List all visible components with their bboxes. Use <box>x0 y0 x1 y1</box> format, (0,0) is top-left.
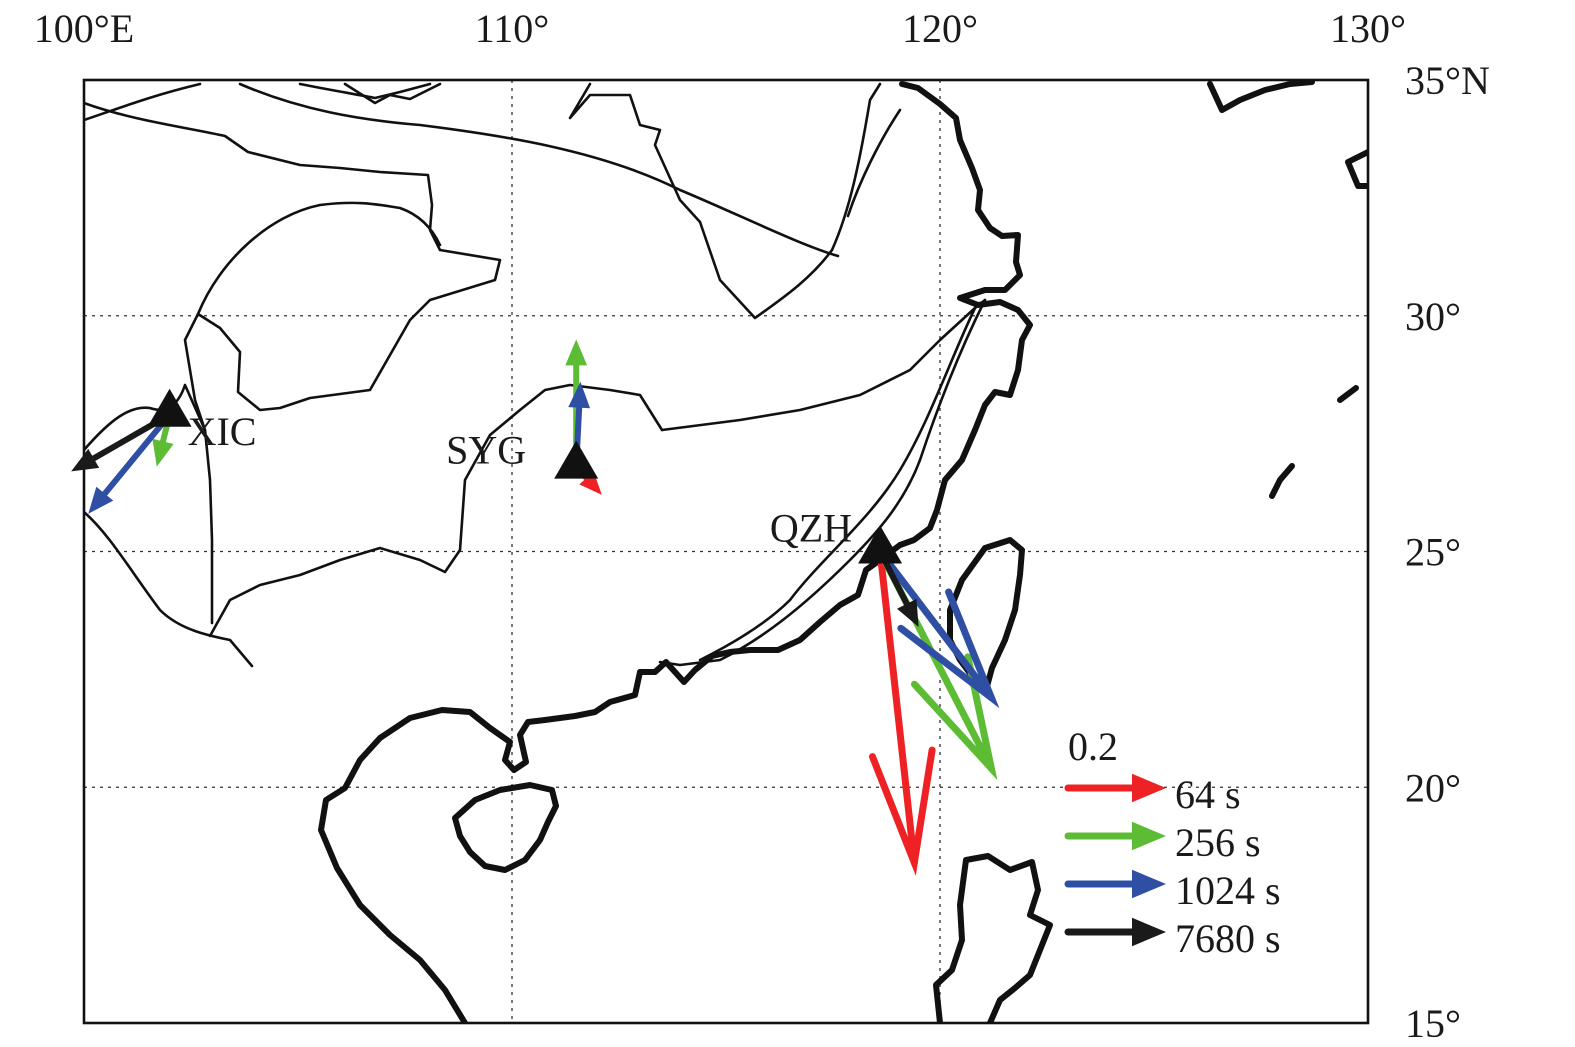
vector-qzh-1024s <box>876 548 1000 709</box>
fault-lines <box>84 82 987 668</box>
latitude-tick-label: 20° <box>1405 765 1461 810</box>
legend-item-label: 1024 s <box>1175 868 1281 913</box>
china-coastline <box>318 81 1033 1023</box>
fault-line <box>698 220 834 320</box>
fault-line <box>84 510 254 668</box>
hainan-coastline <box>452 782 559 873</box>
luzon-coastline <box>933 853 1053 1023</box>
coastlines <box>318 80 1368 1023</box>
longitude-tick-label: 100°E <box>34 6 134 51</box>
legend-scale-label: 0.2 <box>1068 724 1118 769</box>
fault-line <box>660 298 987 432</box>
kyushu-coastline <box>1345 149 1368 189</box>
fault-line <box>846 108 902 218</box>
fault-line <box>238 82 840 258</box>
latitude-tick-label: 30° <box>1405 294 1461 339</box>
station-label-syg: SYG <box>446 428 526 473</box>
fault-line <box>84 101 502 432</box>
fault-line <box>658 298 987 667</box>
station-triangle-icon <box>147 388 192 427</box>
legend-arrow-icon <box>1064 917 1166 947</box>
stations: XIC SYG QZH <box>147 388 903 564</box>
map-features <box>84 80 1368 1023</box>
station-triangle-icon <box>858 525 903 564</box>
fault-line <box>830 82 882 252</box>
legend-arrow-icon <box>1064 869 1166 899</box>
station-label-qzh: QZH <box>770 506 852 551</box>
fault-line <box>208 383 664 638</box>
longitude-labels: 100°E 110° 120° 130° <box>34 6 1406 51</box>
island-coastline <box>1269 463 1295 499</box>
japan-coastline <box>1207 80 1315 113</box>
legend-arrow-icon <box>1064 821 1166 851</box>
fault-line <box>196 201 442 316</box>
legend-arrow-icon <box>1064 773 1166 803</box>
longitude-tick-label: 110° <box>475 6 550 51</box>
fault-line <box>84 383 214 625</box>
station-label-xic: XIC <box>188 409 257 454</box>
latitude-tick-label: 35°N <box>1405 58 1490 103</box>
latitude-tick-label: 25° <box>1405 530 1461 575</box>
fault-line <box>698 306 977 662</box>
island-coastline <box>1337 385 1359 403</box>
fault-line <box>84 82 202 122</box>
legend-item-label: 256 s <box>1175 820 1261 865</box>
longitude-tick-label: 120° <box>902 6 978 51</box>
map-frame <box>82 78 1370 1025</box>
station-triangle-icon <box>554 440 599 479</box>
fault-line <box>568 82 702 224</box>
longitude-tick-label: 130° <box>1330 6 1406 51</box>
fault-line <box>298 82 432 100</box>
legend-item-label: 64 s <box>1175 772 1241 817</box>
legend-item-label: 7680 s <box>1175 916 1281 961</box>
latitude-labels: 35°N 30° 25° 20° 15° <box>1405 58 1490 1046</box>
vector-qzh-64s <box>868 548 936 876</box>
vector-xic-1024s <box>88 411 173 514</box>
fault-line <box>343 82 442 105</box>
latitude-tick-label: 15° <box>1405 1001 1461 1046</box>
